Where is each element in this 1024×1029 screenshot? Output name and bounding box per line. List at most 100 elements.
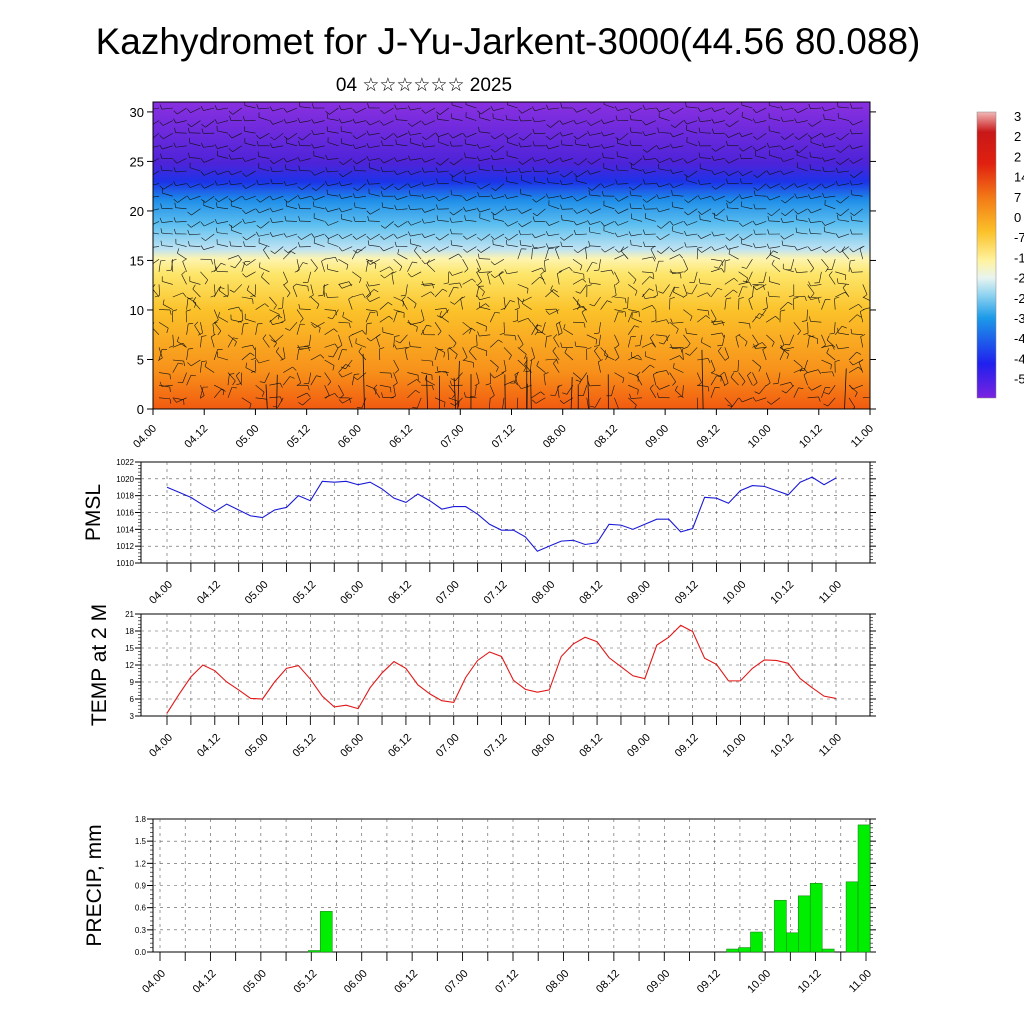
precip-bar	[774, 900, 786, 952]
y-tick-label: 5	[137, 352, 144, 367]
x-tick-label: 07.12	[482, 579, 510, 607]
x-tick-label: 08.00	[529, 732, 557, 760]
x-tick-label: 07.12	[490, 423, 518, 451]
precip-bar	[308, 951, 320, 952]
x-tick-label: 05.12	[291, 579, 319, 607]
y-tick-label: 15	[125, 644, 134, 653]
y-axis-label: PMSL	[82, 484, 105, 541]
colorbar-label: 7	[1014, 190, 1021, 205]
wind-barb-flag	[146, 160, 150, 164]
x-tick-label: 05.12	[291, 968, 319, 996]
y-tick-label: 12	[125, 661, 134, 670]
y-tick-label: 0.9	[135, 882, 147, 891]
colorbar-label: -1	[1014, 250, 1024, 265]
y-tick-label: 30	[130, 105, 144, 120]
wind-barb-flag	[146, 144, 148, 148]
y-tick-label: 15	[130, 253, 144, 268]
x-tick-label: 10.12	[768, 732, 796, 760]
x-tick-label: 05.00	[241, 968, 269, 996]
x-tick-label: 09.12	[673, 732, 701, 760]
x-tick-label: 07.00	[434, 579, 462, 607]
x-tick-label: 11.00	[847, 968, 874, 995]
y-tick-label: 9	[130, 678, 135, 687]
wind-barb-flag	[146, 263, 150, 266]
y-tick-label: 1014	[116, 525, 134, 534]
colorbar-label: 14	[1014, 170, 1024, 185]
y-tick-label: 25	[130, 154, 144, 169]
y-tick-label: 10	[130, 303, 144, 318]
x-tick-label: 05.12	[291, 732, 319, 760]
x-tick-label: 04.12	[182, 423, 210, 451]
y-tick-label: 1018	[116, 492, 134, 501]
x-tick-label: 07.12	[482, 732, 510, 760]
colorbar-label: -2	[1014, 291, 1024, 306]
x-tick-label: 10.12	[797, 423, 825, 451]
x-tick-label: 08.00	[541, 423, 569, 451]
y-tick-label: 1.5	[135, 837, 147, 846]
wind-barb-flag	[146, 123, 150, 126]
colorbar: 3221470-7-1-2-2-3-4-4-5	[977, 109, 1024, 398]
x-tick-label: 10.12	[768, 579, 796, 607]
wind-barb-flag	[872, 302, 873, 307]
precip-bar	[846, 882, 858, 952]
colorbar-label: 2	[1014, 129, 1021, 144]
wind-barb-flag	[146, 223, 149, 227]
colorbar-label: -5	[1014, 372, 1024, 387]
y-tick-label: 1.2	[135, 859, 147, 868]
precip-bar	[822, 949, 834, 952]
wind-barb-flag	[146, 137, 150, 140]
y-tick-label: 1012	[116, 542, 134, 551]
x-tick-label: 05.00	[243, 579, 271, 607]
x-tick-label: 08.12	[577, 732, 605, 760]
x-tick-label: 07.00	[438, 423, 466, 451]
y-tick-label: 18	[125, 627, 134, 636]
x-tick-label: 05.00	[234, 423, 262, 451]
y-tick-label: 20	[130, 204, 144, 219]
precip-bar	[786, 933, 798, 952]
x-tick-label: 06.12	[392, 968, 420, 996]
y-tick-label: 21	[125, 610, 134, 619]
x-tick-label: 10.00	[721, 579, 749, 607]
colorbar-labels: 3221470-7-1-2-2-3-4-4-5	[1014, 109, 1024, 387]
x-tick-label: 11.00	[849, 423, 876, 450]
colorbar-label: 0	[1014, 210, 1021, 225]
x-tick-label: 06.00	[338, 732, 366, 760]
colorbar-gradient	[977, 112, 996, 398]
x-tick-label: 06.00	[338, 579, 366, 607]
x-tick-label: 04.12	[191, 968, 219, 996]
precip-bar	[751, 932, 763, 952]
x-tick-label: 09.12	[695, 423, 723, 451]
colorbar-label: -2	[1014, 271, 1024, 286]
figure-title: Kazhydromet for J-Yu-Jarkent-3000(44.56 …	[96, 21, 921, 62]
x-tick-label: 06.00	[336, 423, 364, 451]
y-tick-label: 0.0	[135, 948, 147, 957]
y-tick-label: 6	[130, 695, 135, 704]
x-tick-label: 06.00	[342, 968, 370, 996]
x-tick-label: 10.12	[796, 968, 824, 996]
y-tick-label: 3	[130, 712, 135, 721]
x-tick-label: 04.12	[195, 579, 223, 607]
colorbar-label: 2	[1014, 149, 1021, 164]
x-tick-label: 09.00	[643, 423, 671, 451]
x-tick-label: 11.00	[817, 579, 844, 606]
x-tick-label: 08.00	[529, 579, 557, 607]
y-tick-label: 1022	[116, 458, 134, 467]
x-tick-label: 09.00	[625, 579, 653, 607]
x-tick-label: 05.12	[285, 423, 313, 451]
y-axis-label: TEMP at 2 M	[88, 604, 111, 726]
x-tick-label: 05.00	[243, 732, 271, 760]
y-tick-label: 0	[137, 402, 144, 417]
x-tick-label: 04.00	[140, 968, 168, 996]
wind-barb-flag	[146, 193, 148, 198]
x-tick-label: 09.12	[673, 579, 701, 607]
wind-barb-flag	[146, 173, 150, 176]
x-tick-label: 04.12	[195, 732, 223, 760]
x-tick-label: 08.12	[577, 579, 605, 607]
x-tick-label: 08.12	[594, 968, 622, 996]
precip-bar	[798, 896, 810, 952]
